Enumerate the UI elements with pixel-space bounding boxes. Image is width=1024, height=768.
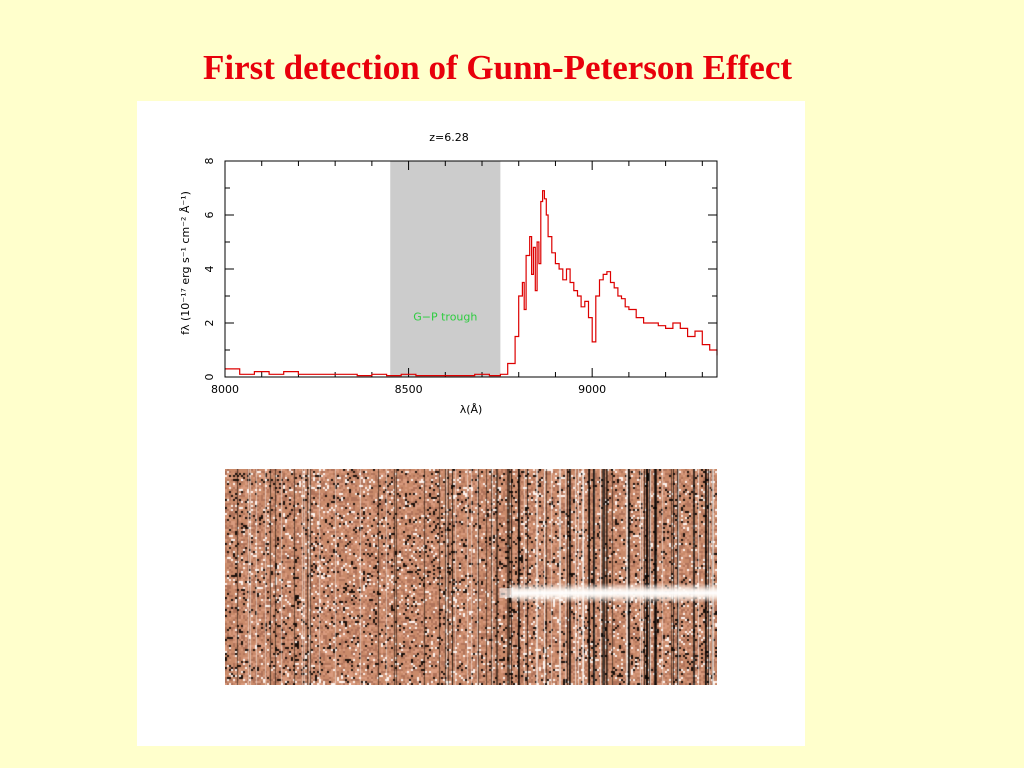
y-tick-label: 6 [203,212,216,219]
series-line-flux [225,190,718,377]
y-axis-label: fλ (10⁻¹⁷ erg s⁻¹ cm⁻² Å⁻¹) [179,191,192,335]
y-tick-label: 8 [203,158,216,165]
chart-title: z=6.28 [429,131,468,144]
y-tick-label: 2 [203,320,216,327]
gp-trough-label: G−P trough [413,310,477,323]
figure-panel: z=6.28 G−P trough λ(Å) fλ (10⁻¹⁷ erg s⁻¹… [137,101,805,746]
y-tick-label: 4 [203,266,216,273]
x-tick-label: 8500 [395,383,423,396]
spectrum-chart: z=6.28 G−P trough λ(Å) fλ (10⁻¹⁷ erg s⁻¹… [179,131,718,416]
x-tick-label: 9000 [578,383,606,396]
tick-labels: 8000 8500 9000 0 2 4 6 8 [203,158,606,397]
slide-title: First detection of Gunn-Peterson Effect [202,48,793,87]
x-axis-label: λ(Å) [460,403,483,416]
spectrum-2d-image [225,469,717,685]
x-tick-label: 8000 [211,383,239,396]
y-tick-label: 0 [203,374,216,381]
plot-frame [224,160,718,378]
gp-trough-region [390,161,501,377]
